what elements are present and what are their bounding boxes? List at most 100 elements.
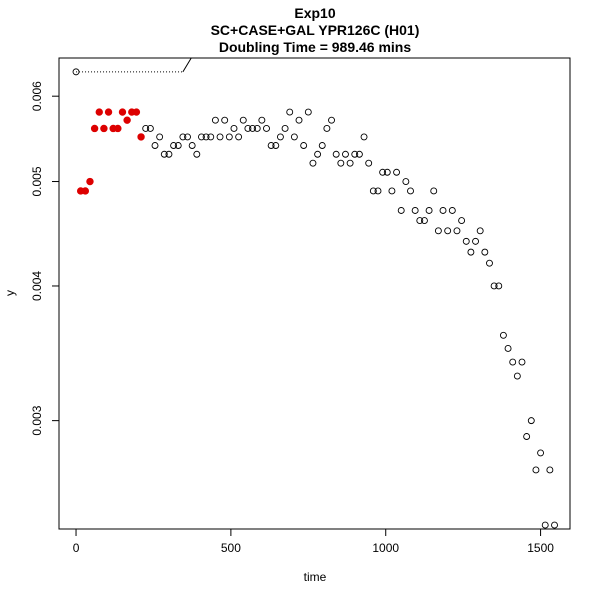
data-point: [230, 125, 238, 132]
data-point: [318, 142, 326, 149]
data-point-filled: [90, 124, 99, 133]
data-point: [72, 68, 80, 76]
data-point: [499, 331, 507, 339]
data-point: [216, 133, 224, 141]
data-point: [337, 159, 345, 167]
data-point: [300, 142, 308, 149]
data-point: [207, 133, 215, 141]
plot-frame: [58, 57, 571, 530]
data-point: [235, 133, 243, 141]
y-tick-label: 0.006: [30, 81, 44, 111]
data-point-filled: [137, 133, 145, 141]
data-point: [467, 248, 475, 256]
data-point: [244, 125, 252, 132]
data-point: [198, 133, 205, 141]
chart-subtitle: SC+CASE+GAL YPR126C (H01): [211, 22, 420, 38]
data-point-filled: [132, 108, 141, 116]
data-point: [263, 125, 270, 132]
y-tick-label: 0.005: [30, 166, 44, 196]
data-point: [179, 133, 187, 141]
data-point: [267, 142, 275, 149]
data-point: [221, 116, 229, 124]
data-point: [425, 207, 433, 214]
data-point-filled: [104, 108, 113, 116]
data-point: [151, 142, 159, 149]
data-point: [458, 217, 466, 225]
x-tick-label: 500: [221, 541, 241, 555]
data-point: [249, 125, 257, 132]
data-point: [156, 133, 164, 141]
data-point: [253, 125, 261, 132]
data-point: [476, 227, 484, 235]
data-point: [495, 282, 503, 290]
data-point: [527, 417, 535, 425]
fit-line-solid: [182, 57, 192, 73]
data-point: [444, 227, 452, 235]
data-point: [258, 116, 266, 124]
data-point: [225, 133, 233, 141]
data-point: [430, 187, 438, 195]
data-point: [379, 168, 387, 176]
data-point-filled: [123, 116, 131, 124]
data-point: [146, 125, 154, 132]
data-point: [286, 108, 294, 116]
data-point: [462, 237, 470, 245]
data-point: [304, 108, 312, 116]
data-point: [360, 133, 368, 141]
data-point: [402, 178, 410, 185]
data-point: [374, 187, 382, 195]
data-point-filled: [95, 108, 103, 116]
data-point: [290, 133, 298, 141]
data-point: [211, 116, 219, 124]
data-point: [332, 150, 340, 158]
data-point: [383, 168, 391, 176]
x-axis-label: time: [304, 570, 327, 584]
data-point: [184, 133, 191, 141]
data-point-filled: [118, 108, 127, 116]
data-point: [537, 449, 545, 457]
y-tick-label: 0.003: [30, 405, 44, 435]
doubling-time-annotation: Doubling Time = 989.46 mins: [219, 39, 412, 55]
data-point: [420, 217, 428, 225]
data-point: [193, 150, 201, 158]
data-point: [551, 521, 558, 529]
data-point: [513, 372, 521, 380]
data-point: [546, 466, 554, 474]
data-point: [365, 159, 373, 167]
data-point: [509, 358, 517, 366]
data-point: [160, 150, 168, 158]
data-point: [346, 159, 354, 167]
data-point: [188, 142, 196, 149]
data-point: [276, 133, 284, 141]
data-point: [490, 282, 498, 290]
data-point: [407, 187, 414, 195]
data-point: [202, 133, 210, 141]
data-point: [393, 168, 401, 176]
data-point: [239, 116, 247, 124]
data-point: [397, 207, 405, 214]
fit-line: [76, 57, 192, 73]
data-point: [165, 150, 173, 158]
data-point: [448, 207, 456, 214]
data-points: [72, 68, 558, 529]
data-point-filled: [81, 187, 90, 195]
axes: 0 500 1000 1500 0.003 0.004 0.005 0.006: [30, 81, 554, 555]
data-point: [472, 237, 479, 245]
x-tick-label: 0: [73, 541, 80, 555]
data-point: [416, 217, 424, 225]
data-point: [541, 521, 549, 529]
data-point-filled: [86, 177, 94, 186]
x-tick-label: 1500: [527, 541, 554, 555]
chart-title: Exp10: [294, 5, 335, 21]
data-point: [388, 187, 396, 195]
data-point: [281, 125, 289, 132]
data-point: [351, 150, 359, 158]
data-point: [518, 358, 526, 366]
data-point: [328, 116, 335, 124]
data-point: [439, 207, 447, 214]
data-point: [170, 142, 178, 149]
data-point: [323, 125, 331, 132]
data-point: [453, 227, 461, 235]
data-point: [309, 159, 317, 167]
data-point: [523, 433, 531, 440]
